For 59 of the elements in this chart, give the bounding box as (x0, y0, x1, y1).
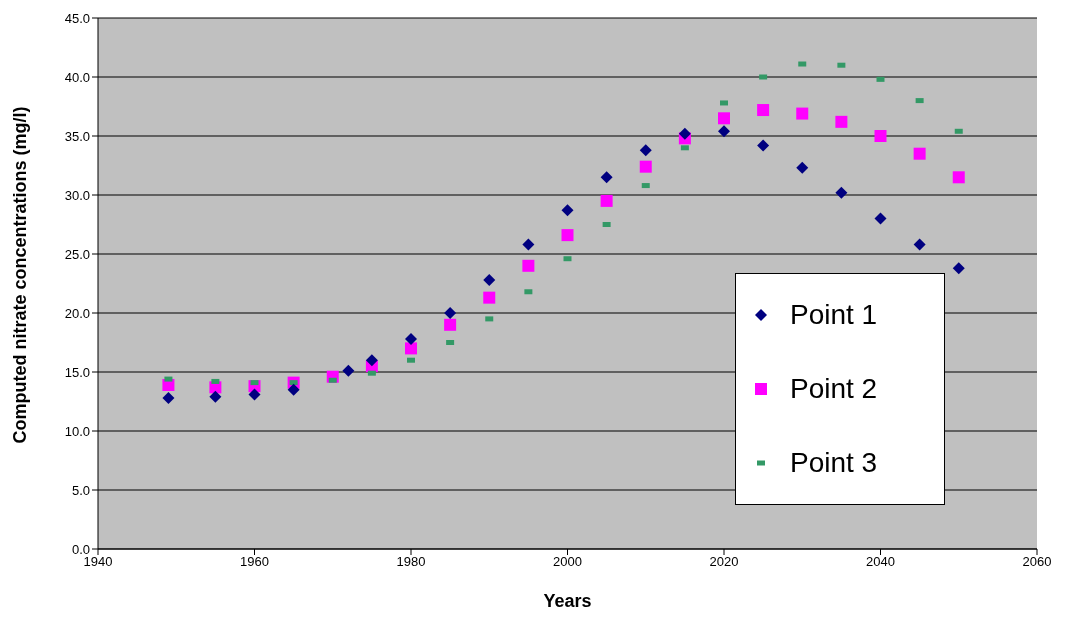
point (162, 391, 175, 404)
point (952, 171, 965, 184)
y-tick-label: 15.0 (64, 364, 90, 380)
point (874, 212, 887, 225)
y-tick-label: 35.0 (64, 128, 90, 144)
x-tick-label: 2020 (709, 554, 739, 570)
point (561, 204, 574, 217)
point (757, 139, 770, 152)
point (757, 104, 770, 117)
point (639, 160, 652, 173)
point (874, 130, 887, 142)
x-tick-label: 2040 (866, 554, 895, 570)
point (365, 354, 378, 367)
point (718, 112, 730, 125)
point (407, 357, 415, 363)
point (405, 332, 417, 345)
point (796, 161, 809, 174)
y-tick-label: 30.0 (64, 187, 90, 203)
y-tick-label: 25.0 (64, 246, 90, 262)
point (913, 238, 926, 251)
y-tick-label: 0.0 (71, 541, 90, 557)
point (561, 229, 574, 242)
point (444, 318, 457, 331)
point (913, 147, 926, 160)
x-tick-label: 1980 (396, 554, 426, 570)
x-tick-label: 1940 (83, 554, 113, 570)
point (405, 342, 417, 355)
point (209, 390, 222, 403)
point (248, 388, 261, 401)
point (796, 107, 809, 120)
x-axis-title: Years (543, 591, 592, 611)
point (444, 307, 457, 319)
point (678, 127, 691, 140)
y-tick-label: 10.0 (64, 423, 90, 439)
x-tick-label: 2060 (1022, 554, 1052, 570)
point (600, 194, 613, 207)
point (720, 100, 728, 106)
y-axis-title: Computed nitrate concentrations (mg/l) (10, 106, 31, 444)
y-tick-label: 20.0 (64, 305, 90, 321)
x-tick-label: 2000 (553, 554, 582, 570)
point (835, 115, 848, 128)
y-tick-label: 45.0 (64, 10, 90, 26)
point (600, 171, 613, 184)
point (483, 273, 496, 286)
point (639, 144, 652, 157)
x-tick-label: 1960 (240, 554, 269, 570)
point (342, 364, 355, 377)
y-tick-label: 40.0 (64, 69, 90, 85)
point (718, 125, 730, 138)
point (835, 186, 848, 199)
legend-label: Point 3 (790, 447, 878, 479)
legend-label: Point 2 (790, 373, 878, 405)
point (522, 259, 535, 272)
legend-label: Point 1 (790, 299, 878, 331)
point (483, 291, 496, 304)
y-tick-label: 5.0 (71, 482, 90, 498)
point (287, 383, 300, 396)
point (522, 238, 535, 251)
point (952, 262, 965, 275)
